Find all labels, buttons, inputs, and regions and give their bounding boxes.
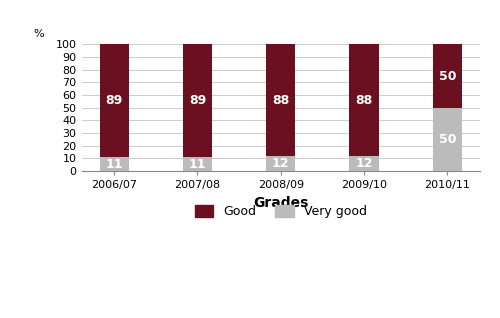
Text: %: %: [34, 29, 44, 39]
Bar: [266, 156, 296, 171]
X-axis label: Grades: Grades: [253, 196, 308, 210]
Bar: [100, 157, 129, 171]
Text: 89: 89: [189, 94, 206, 107]
Legend: Good, Very good: Good, Very good: [190, 200, 372, 223]
Bar: [100, 44, 129, 157]
Text: 12: 12: [356, 157, 373, 170]
Bar: [183, 157, 212, 171]
Text: 11: 11: [188, 158, 206, 171]
Bar: [266, 44, 296, 156]
Bar: [350, 44, 378, 156]
Bar: [183, 44, 212, 157]
Bar: [432, 108, 462, 171]
Text: 50: 50: [438, 70, 456, 83]
Text: 12: 12: [272, 157, 289, 170]
Bar: [350, 156, 378, 171]
Text: 88: 88: [272, 93, 289, 107]
Text: 89: 89: [106, 94, 123, 107]
Bar: [432, 44, 462, 108]
Text: 88: 88: [356, 93, 372, 107]
Text: 11: 11: [106, 158, 123, 171]
Text: 50: 50: [438, 133, 456, 146]
